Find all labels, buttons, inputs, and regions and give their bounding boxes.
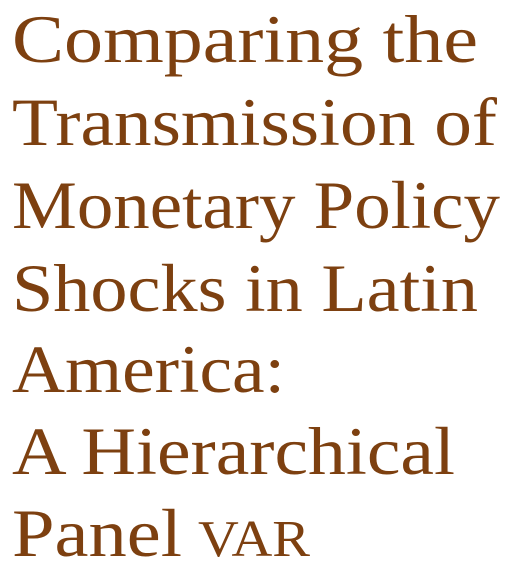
title-line: Panel	[12, 495, 182, 564]
title-line: Shocks in Latin	[12, 250, 478, 326]
title-line: America:	[12, 331, 285, 407]
title-line: Comparing the	[12, 1, 478, 77]
title-line: Transmission of	[12, 84, 497, 160]
title: Comparing the Transmission of Monetary P…	[12, 1, 500, 564]
title-line: Monetary Policy	[12, 167, 500, 243]
title-small-caps: VAR	[198, 511, 310, 564]
title-line: A Hierarchical	[12, 413, 455, 489]
